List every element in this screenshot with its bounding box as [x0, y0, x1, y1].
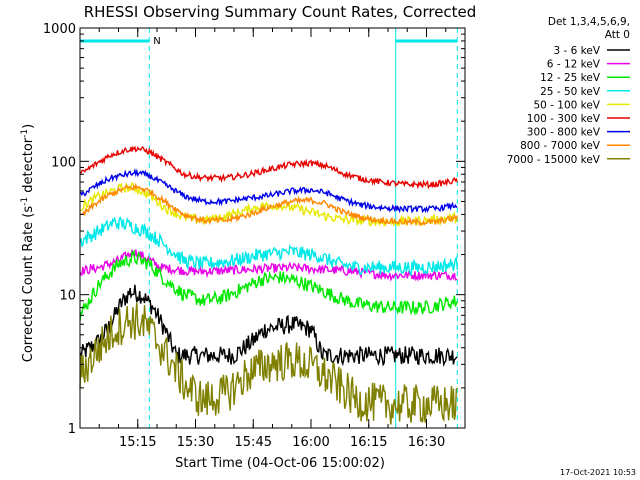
night-annotation: N — [153, 36, 160, 47]
y-axis-label: Corrected Count Rate (s-1 detector-1) — [20, 124, 36, 362]
series-line — [79, 216, 458, 277]
x-tick-label: 16:15 — [350, 435, 387, 450]
x-axis-label: Start Time (04-Oct-06 15:00:02) — [175, 456, 385, 471]
legend-label: 25 - 50 keV — [540, 86, 601, 98]
x-tick-label: 15:30 — [177, 435, 214, 450]
series-line — [79, 302, 458, 425]
series-line — [79, 167, 458, 214]
legend-label: 300 - 800 keV — [527, 127, 601, 139]
y-tick-label: 1 — [68, 422, 76, 437]
series-line — [79, 249, 458, 282]
legend: Det 1,3,4,5,6,9, Att 0 3 - 6 keV 6 - 12 k… — [507, 16, 630, 166]
legend-label: 7000 - 15000 keV — [507, 154, 601, 166]
legend-label: 50 - 100 keV — [533, 99, 600, 111]
legend-label: 12 - 25 keV — [540, 72, 601, 84]
timestamp: 17-Oct-2021 10:53 — [560, 468, 636, 477]
x-axis: 15:15 15:30 15:45 16:00 16:15 16:30 — [98, 28, 447, 450]
legend-header-line2: Att 0 — [605, 29, 630, 41]
legend-label: 6 - 12 keV — [547, 59, 601, 71]
x-tick-label: 16:00 — [292, 435, 329, 450]
legend-header-line1: Det 1,3,4,5,6,9, — [548, 16, 630, 28]
series-line — [79, 284, 458, 368]
legend-label: 800 - 7000 keV — [520, 140, 601, 152]
y-tick-label: 1000 — [43, 22, 76, 37]
legend-label: 3 - 6 keV — [553, 45, 600, 57]
x-tick-label: 15:15 — [119, 435, 156, 450]
y-tick-label: 10 — [59, 289, 76, 304]
series-line — [79, 249, 458, 322]
legend-label: 100 - 300 keV — [527, 113, 601, 125]
y-tick-label: 100 — [51, 155, 76, 170]
x-tick-label: 15:45 — [235, 435, 272, 450]
chart-title: RHESSI Observing Summary Count Rates, Co… — [84, 3, 477, 21]
series-line — [79, 145, 458, 190]
series-line — [80, 182, 458, 227]
plot-data: N — [79, 28, 458, 428]
x-tick-label: 16:30 — [408, 435, 445, 450]
y-axis: 1 10 100 1000 — [43, 22, 465, 437]
